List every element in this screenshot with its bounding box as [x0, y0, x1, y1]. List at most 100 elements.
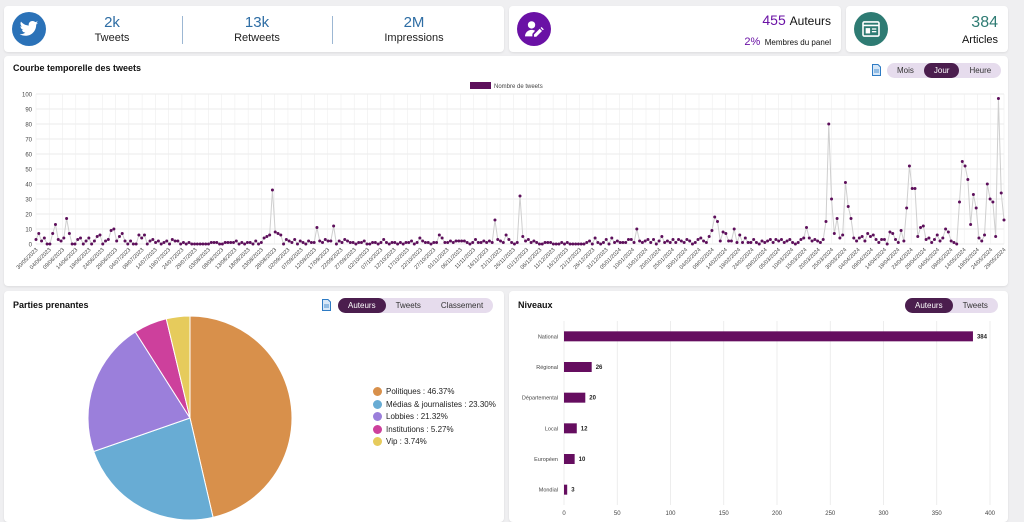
level-bar[interactable]	[564, 362, 592, 372]
data-point	[87, 236, 91, 240]
legend-item[interactable]: Politiques : 46.37%	[373, 387, 455, 396]
timeline-title: Courbe temporelle des tweets	[13, 63, 142, 73]
data-point	[571, 242, 575, 246]
data-point	[265, 235, 269, 238]
data-point	[79, 236, 83, 240]
data-point	[59, 239, 63, 243]
data-point	[874, 238, 878, 241]
data-point	[76, 238, 80, 241]
data-point	[468, 242, 472, 246]
data-point	[994, 235, 998, 238]
data-point	[65, 217, 69, 220]
y-tick-label: 40	[25, 183, 32, 189]
data-point	[799, 238, 803, 241]
data-point	[126, 242, 130, 246]
data-point	[693, 241, 697, 244]
toggle-ranking[interactable]: Classement	[440, 301, 484, 310]
data-point	[401, 242, 405, 246]
toggle-month[interactable]: Mois	[897, 66, 914, 75]
data-point	[451, 241, 455, 244]
data-point	[749, 241, 753, 244]
retweets-count: 13k	[244, 14, 270, 31]
data-point	[340, 241, 344, 244]
data-point	[365, 242, 369, 246]
data-point	[92, 239, 96, 243]
data-point	[640, 241, 644, 244]
data-point	[707, 235, 711, 238]
data-point	[888, 230, 892, 234]
export-doc-icon[interactable]	[872, 64, 881, 76]
data-point	[117, 235, 121, 238]
data-point	[179, 242, 183, 246]
data-point	[946, 230, 950, 234]
data-point	[779, 238, 783, 241]
data-point	[485, 241, 489, 244]
pie-slice[interactable]	[165, 315, 191, 419]
data-point	[985, 182, 989, 186]
level-bar[interactable]	[564, 484, 568, 495]
toggle-tweets[interactable]: Tweets	[395, 301, 421, 310]
data-point	[34, 238, 38, 241]
level-bar[interactable]	[564, 454, 575, 464]
data-point	[980, 239, 984, 243]
toggle-hour[interactable]: Heure	[969, 66, 992, 75]
retweets-stat: 13k Retweets	[226, 14, 288, 44]
data-point	[971, 193, 975, 196]
level-bar[interactable]	[564, 423, 577, 434]
data-point	[259, 241, 263, 244]
legend-item[interactable]: Vip : 3.74%	[373, 437, 427, 446]
export-doc-icon[interactable]	[322, 299, 331, 311]
data-point	[276, 232, 280, 235]
data-point	[465, 241, 469, 244]
data-point	[660, 235, 664, 238]
data-point	[952, 241, 956, 244]
data-point	[173, 239, 177, 243]
x-tick-label: 150	[719, 511, 730, 517]
series-line	[35, 98, 1005, 246]
legend-item[interactable]: Médias & journalistes : 23.30%	[373, 399, 496, 409]
toggle-authors[interactable]: Auteurs	[338, 298, 386, 313]
pie-slice[interactable]	[87, 331, 191, 453]
data-point	[334, 242, 338, 246]
level-bar[interactable]	[564, 331, 973, 342]
data-point	[112, 227, 116, 231]
data-point	[771, 241, 775, 244]
toggle-authors[interactable]: Auteurs	[905, 298, 953, 313]
data-point	[849, 217, 853, 220]
data-point	[871, 233, 875, 237]
data-point	[944, 227, 948, 231]
legend-item[interactable]: Institutions : 5.27%	[373, 424, 454, 434]
data-point	[537, 242, 541, 246]
data-point	[696, 238, 700, 241]
data-point	[721, 230, 725, 234]
data-point	[348, 241, 352, 244]
data-point	[362, 239, 366, 243]
pie-slice[interactable]	[189, 315, 293, 518]
data-point	[204, 242, 208, 246]
data-point	[251, 242, 255, 246]
data-point	[346, 239, 350, 243]
legend-label: Lobbies : 21.32%	[386, 412, 448, 421]
data-point	[724, 232, 728, 235]
y-tick-label: 60	[25, 153, 32, 159]
data-point	[821, 238, 825, 241]
data-point	[977, 236, 981, 240]
toggle-tweets[interactable]: Tweets	[962, 301, 988, 310]
data-point	[624, 241, 628, 244]
data-point	[287, 239, 291, 243]
data-point	[938, 239, 942, 243]
pie-slice[interactable]	[93, 417, 214, 521]
data-point	[53, 223, 57, 226]
stakeholders-title: Parties prenantes	[13, 300, 89, 310]
data-point	[487, 239, 491, 243]
data-point	[679, 239, 683, 243]
data-point	[860, 235, 864, 238]
data-point	[827, 122, 831, 126]
toggle-day[interactable]: Jour	[923, 63, 960, 78]
data-point	[793, 242, 797, 246]
legend-label: Médias & journalistes : 23.30%	[386, 399, 496, 409]
data-point	[754, 241, 758, 244]
level-bar[interactable]	[564, 392, 586, 403]
x-tick-label: 300	[878, 511, 889, 517]
legend-item[interactable]: Lobbies : 21.32%	[373, 412, 448, 421]
